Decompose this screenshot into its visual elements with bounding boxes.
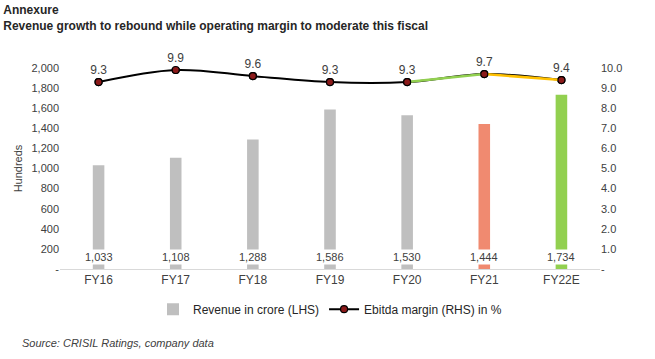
svg-text:2.0: 2.0 [601,223,616,235]
svg-text:9.7: 9.7 [476,55,493,69]
svg-text:3.0: 3.0 [601,203,616,215]
svg-text:7.0: 7.0 [601,122,616,134]
svg-text:600: 600 [41,203,59,215]
svg-text:10.0: 10.0 [601,62,622,74]
svg-text:6.0: 6.0 [601,142,616,154]
svg-text:FY18: FY18 [239,273,268,287]
svg-text:Revenue in crore (LHS): Revenue in crore (LHS) [193,303,319,317]
svg-text:AnnexureRevenue growth to rebo: AnnexureRevenue growth to rebound while … [3,3,428,33]
svg-text:FY16: FY16 [84,273,113,287]
svg-text:1,400: 1,400 [31,122,59,134]
svg-text:Source: CRISIL Ratings, compan: Source: CRISIL Ratings, company data [22,337,214,349]
svg-text:Hundreds: Hundreds [12,144,24,192]
svg-text:1,000: 1,000 [31,162,59,174]
svg-text:5.0: 5.0 [601,162,616,174]
svg-text:9.3: 9.3 [399,63,416,77]
svg-text:2,000: 2,000 [31,62,59,74]
svg-text:FY19: FY19 [316,273,345,287]
svg-text:9.0: 9.0 [601,82,616,94]
svg-text:8.0: 8.0 [601,102,616,114]
svg-text:FY21: FY21 [470,273,499,287]
svg-text:1,444: 1,444 [470,251,498,263]
svg-text:-: - [601,263,605,275]
svg-text:Ebitda margin (RHS) in %: Ebitda margin (RHS) in % [364,303,502,317]
svg-text:400: 400 [41,223,59,235]
svg-text:9.4: 9.4 [553,61,570,75]
svg-text:FY17: FY17 [161,273,190,287]
svg-text:1,800: 1,800 [31,82,59,94]
svg-text:4.0: 4.0 [601,182,616,194]
svg-text:FY20: FY20 [393,273,422,287]
svg-text:1,530: 1,530 [393,251,421,263]
svg-text:1,734: 1,734 [547,251,575,263]
svg-text:800: 800 [41,182,59,194]
svg-text:200: 200 [41,243,59,255]
svg-text:-: - [55,263,59,275]
svg-text:1,200: 1,200 [31,142,59,154]
svg-text:1,600: 1,600 [31,102,59,114]
svg-text:9.6: 9.6 [245,57,262,71]
svg-text:FY22E: FY22E [543,273,580,287]
svg-text:1,288: 1,288 [239,251,267,263]
svg-text:1,586: 1,586 [316,251,344,263]
svg-text:9.9: 9.9 [167,51,184,65]
svg-text:1.0: 1.0 [601,243,616,255]
svg-text:1,108: 1,108 [162,251,190,263]
svg-text:1,033: 1,033 [85,251,113,263]
svg-text:9.3: 9.3 [90,63,107,77]
svg-text:9.3: 9.3 [322,63,339,77]
